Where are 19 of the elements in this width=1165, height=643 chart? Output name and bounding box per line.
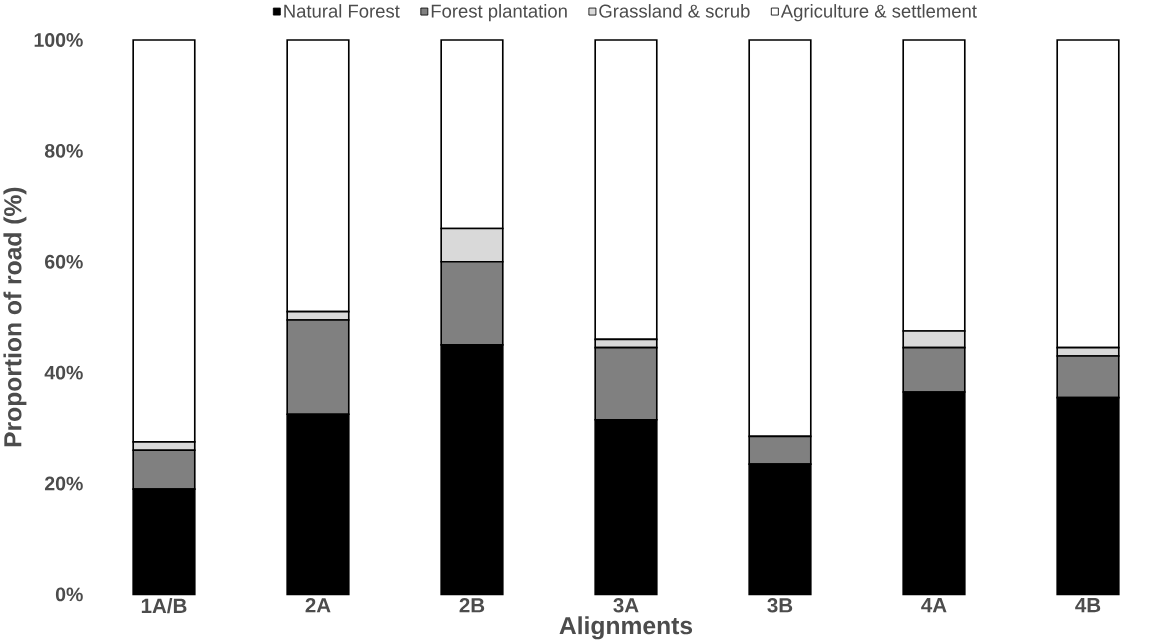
legend-label: Natural Forest [284,4,400,18]
y-tick-label: 80% [44,144,83,158]
legend-label: Forest plantation [431,4,567,22]
x-tick-label: 1A/B [141,598,187,614]
legend-label: Agriculture & settlement [780,4,977,22]
y-tick-label: 0% [55,587,83,602]
x-tick-label: 3B [767,598,793,613]
y-axis-title: Proportion of road (%) [3,187,27,447]
x-axis-title: Alignments [559,616,693,640]
y-tick-label: 100% [34,33,83,47]
y-tick-label: 40% [44,365,83,380]
y-tick-label: 20% [44,476,83,491]
x-tick-label: 2A [305,598,331,613]
x-tick-label: 2B [459,598,485,613]
x-tick-label: 4A [921,598,947,613]
x-tick-label: 3A [613,598,639,613]
legend-label: Grassland & scrub [599,4,750,18]
x-tick-label: 4B [1075,598,1101,613]
y-tick-label: 60% [45,254,83,269]
